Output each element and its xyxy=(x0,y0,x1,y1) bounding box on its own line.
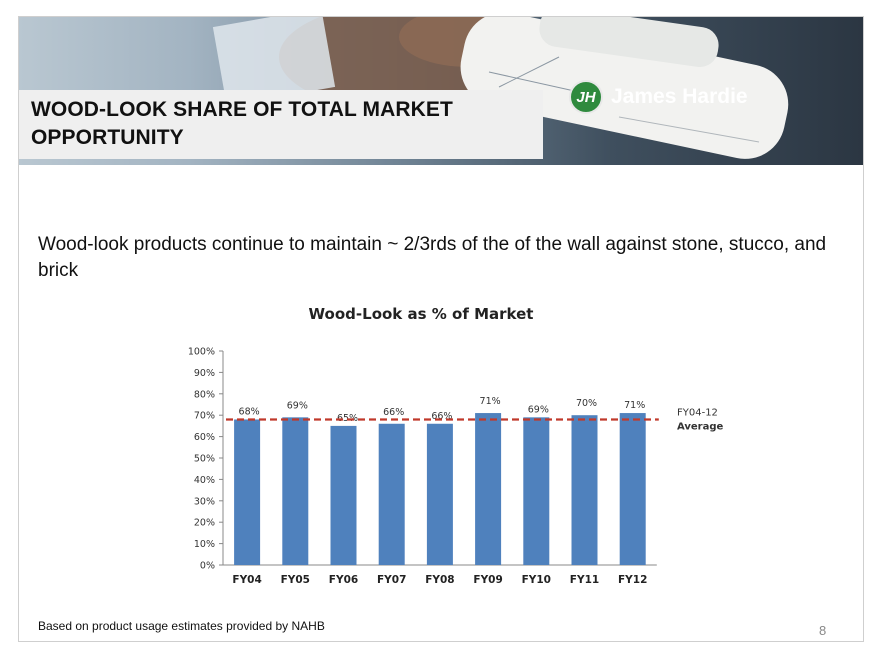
y-tick-label: 40% xyxy=(194,475,215,486)
x-tick-label: FY05 xyxy=(281,574,310,586)
x-tick-label: FY07 xyxy=(377,574,406,586)
logo-monogram: JH xyxy=(569,80,603,114)
y-tick-label: 50% xyxy=(194,454,215,465)
slide-title: WOOD-LOOK SHARE OF TOTAL MARKET OPPORTUN… xyxy=(19,90,543,159)
bar-fy12 xyxy=(619,413,646,565)
data-label: 71% xyxy=(480,396,501,407)
average-label-line1: FY04-12 xyxy=(677,407,718,418)
y-tick-label: 80% xyxy=(194,389,215,400)
x-tick-label: FY11 xyxy=(570,574,599,586)
statement-text: Wood-look products continue to maintain … xyxy=(38,234,827,281)
y-tick-label: 90% xyxy=(194,368,215,379)
bar-fy09 xyxy=(475,413,502,565)
chart-title: Wood-Look as % of Market xyxy=(309,305,534,323)
y-tick-label: 60% xyxy=(194,432,215,443)
y-tick-label: 20% xyxy=(194,518,215,529)
data-label: 66% xyxy=(431,411,452,422)
y-tick-label: 10% xyxy=(194,539,215,550)
y-tick-label: 70% xyxy=(194,411,215,422)
data-label: 69% xyxy=(528,404,549,415)
bar-fy06 xyxy=(330,425,357,565)
y-tick-label: 100% xyxy=(188,347,215,358)
x-tick-label: FY10 xyxy=(522,574,551,586)
y-tick-label: 0% xyxy=(200,561,215,572)
header-banner-image: JH James Hardie WOOD-LOOK SHARE OF TOTAL… xyxy=(19,17,863,165)
logo-text: James Hardie xyxy=(611,85,748,108)
data-label: 70% xyxy=(576,398,597,409)
data-label: 71% xyxy=(624,400,645,411)
blueprint-photo xyxy=(212,17,789,159)
average-label-line2: Average xyxy=(677,421,724,432)
data-label: 66% xyxy=(383,407,404,418)
x-tick-label: FY08 xyxy=(425,574,454,586)
x-tick-label: FY04 xyxy=(232,574,261,586)
data-label: 68% xyxy=(239,406,260,417)
bar-fy05 xyxy=(282,417,309,565)
bar-fy04 xyxy=(234,419,261,565)
y-tick-label: 30% xyxy=(194,496,215,507)
slide-title-line2: OPPORTUNITY xyxy=(31,126,184,149)
bar-fy08 xyxy=(426,423,453,565)
bar-fy11 xyxy=(571,415,598,565)
slide: JH James Hardie WOOD-LOOK SHARE OF TOTAL… xyxy=(18,16,864,642)
bar-fy10 xyxy=(523,417,550,565)
x-tick-label: FY06 xyxy=(329,574,358,586)
slide-title-line1: WOOD-LOOK SHARE OF TOTAL MARKET xyxy=(31,98,453,121)
bar-fy07 xyxy=(378,423,405,565)
x-tick-label: FY09 xyxy=(473,574,502,586)
source-footnote: Based on product usage estimates provide… xyxy=(38,619,325,633)
page-number: 8 xyxy=(819,623,827,638)
x-tick-label: FY12 xyxy=(618,574,647,586)
data-label: 69% xyxy=(287,400,308,411)
james-hardie-logo: JH James Hardie xyxy=(569,79,748,115)
wood-look-bar-chart: Wood-Look as % of Market 0% 10% 20% 30% 40% 5… xyxy=(188,305,724,586)
